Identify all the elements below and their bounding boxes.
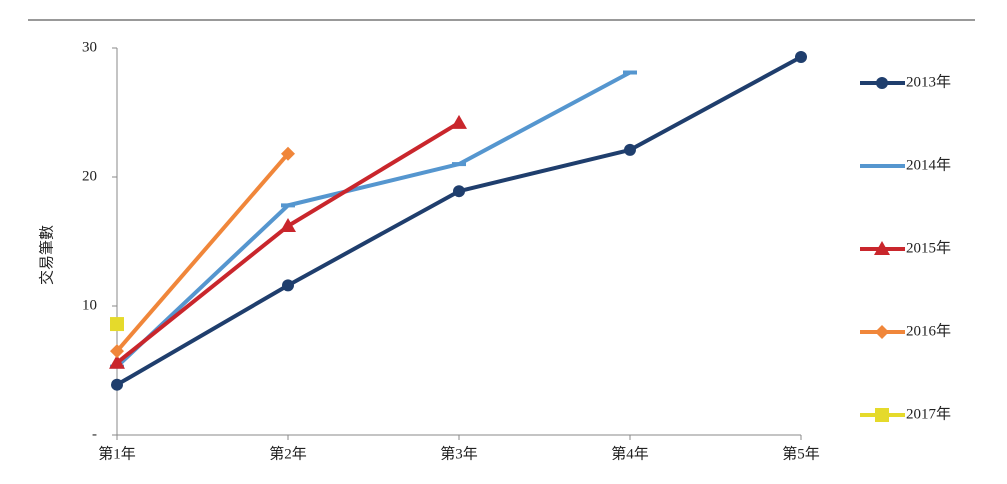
marker: [451, 114, 467, 129]
x-tick-label: 第1年: [98, 444, 136, 462]
marker: [624, 143, 636, 156]
y-tick-label: 30: [82, 39, 97, 55]
marker: [111, 378, 123, 391]
marker: [281, 146, 295, 161]
y-tick-label: -: [92, 426, 97, 442]
y-axis-label: 交易筆數: [37, 225, 55, 285]
marker: [281, 203, 295, 208]
legend-marker: [876, 77, 888, 89]
legend-marker: [875, 408, 889, 422]
legend-label: 2016年: [906, 322, 951, 339]
x-tick-label: 第4年: [611, 444, 649, 462]
legend-label: 2017年: [906, 405, 951, 422]
marker: [109, 354, 125, 369]
x-tick-label: 第3年: [440, 444, 478, 462]
y-tick-label: 20: [82, 168, 97, 184]
marker: [795, 51, 807, 64]
legend-label: 2014年: [906, 156, 951, 173]
series-line: [115, 55, 802, 387]
x-tick-label: 第2年: [269, 444, 307, 462]
legend-marker: [875, 164, 889, 168]
marker: [453, 185, 465, 198]
marker: [282, 279, 294, 292]
legend-marker: [875, 325, 889, 339]
marker: [623, 70, 637, 75]
marker: [280, 218, 296, 233]
marker: [110, 344, 124, 359]
legend-label: 2013年: [906, 73, 951, 90]
y-tick-label: 10: [82, 297, 97, 313]
series-line: [115, 70, 631, 369]
series-line: [115, 152, 290, 353]
marker: [110, 317, 124, 332]
legend-label: 2015年: [906, 239, 951, 256]
legend-marker: [874, 241, 890, 255]
marker: [452, 162, 466, 167]
x-tick-label: 第5年: [782, 444, 820, 462]
